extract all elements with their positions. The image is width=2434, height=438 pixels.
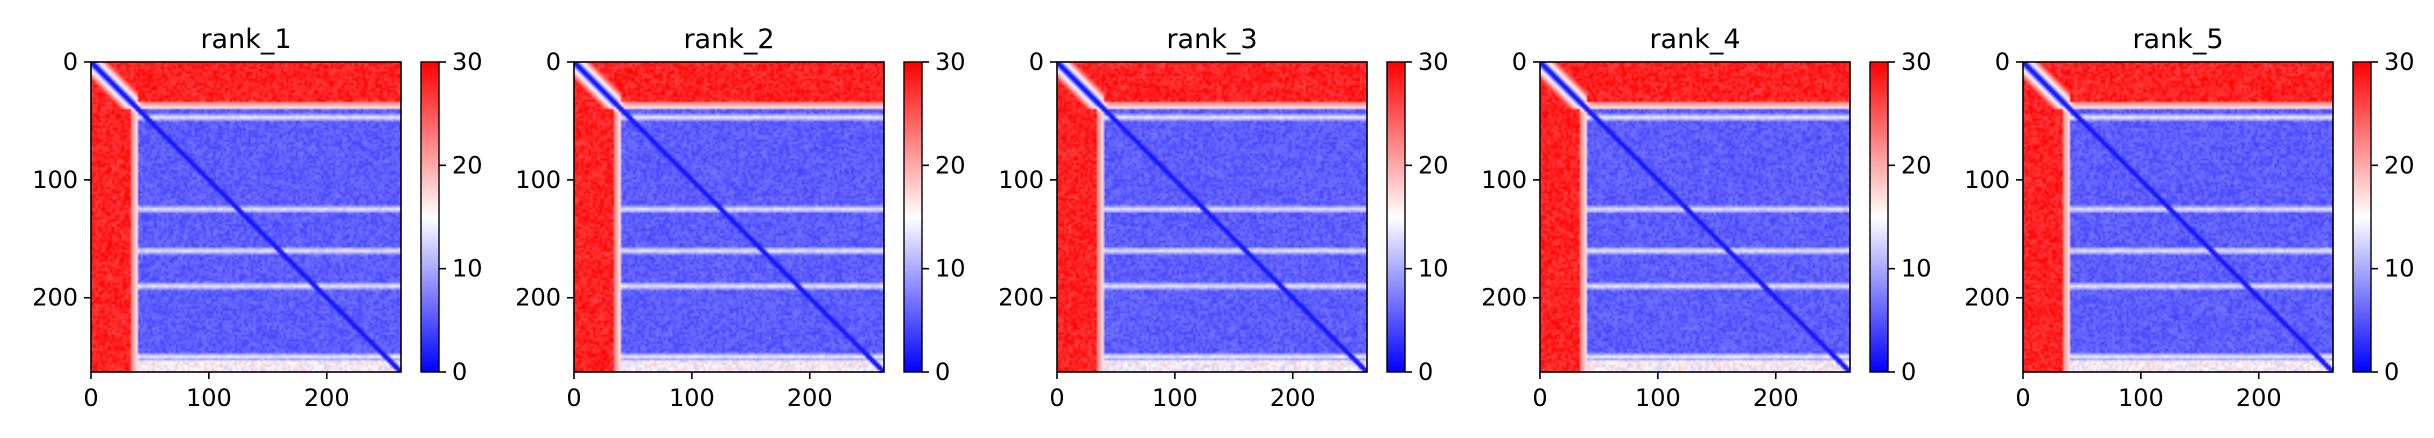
x-tick-label: 200 — [2236, 384, 2282, 412]
colorbar-frame — [2352, 61, 2372, 373]
heatmap-image — [91, 62, 401, 372]
y-tick-label: 200 — [998, 284, 1044, 312]
plot-frame — [2022, 61, 2334, 373]
colorbar-tick-label: 30 — [1418, 48, 1449, 76]
plot-frame — [573, 61, 885, 373]
colorbar-frame — [420, 61, 440, 373]
colorbar — [2353, 62, 2371, 372]
heatmap-image — [574, 62, 884, 372]
panel-4: rank_4 0 100 200 0 100 200 0 10 20 30 — [1481, 24, 1931, 412]
heatmap-image — [1057, 62, 1367, 372]
x-tick-label: 100 — [2118, 384, 2164, 412]
panel-title: rank_4 — [1649, 24, 1740, 55]
y-tick-label: 100 — [515, 166, 561, 194]
x-tick-label: 200 — [787, 384, 833, 412]
panel-title: rank_2 — [683, 24, 774, 55]
panel-3: rank_3 0 100 200 0 100 200 0 10 20 30 — [998, 24, 1448, 412]
colorbar — [421, 62, 439, 372]
y-tick-label: 0 — [1995, 48, 2010, 76]
panel-title: rank_5 — [2132, 24, 2223, 55]
colorbar — [904, 62, 922, 372]
panel-title: rank_3 — [1166, 24, 1257, 55]
x-tick-label: 200 — [1270, 384, 1316, 412]
y-tick-label: 200 — [515, 284, 561, 312]
colorbar-tick-label: 0 — [2384, 358, 2399, 386]
colorbar-tick-label: 10 — [2384, 255, 2415, 283]
y-tick-label: 0 — [1512, 48, 1527, 76]
x-tick-label: 100 — [186, 384, 232, 412]
x-tick-label: 0 — [566, 384, 581, 412]
y-tick-label: 0 — [1029, 48, 1044, 76]
x-tick-label: 100 — [1152, 384, 1198, 412]
x-tick-label: 0 — [1049, 384, 1064, 412]
x-tick-label: 0 — [1532, 384, 1547, 412]
colorbar-tick-label: 0 — [1901, 358, 1916, 386]
colorbar-tick-label: 0 — [935, 358, 950, 386]
colorbar-tick-label: 20 — [1901, 151, 1932, 179]
y-tick-label: 200 — [1964, 284, 2010, 312]
heatmap-image — [1540, 62, 1850, 372]
y-tick-label: 100 — [32, 166, 78, 194]
y-tick-label: 100 — [998, 166, 1044, 194]
y-tick-label: 0 — [63, 48, 78, 76]
colorbar — [1387, 62, 1405, 372]
colorbar-frame — [1386, 61, 1406, 373]
colorbar-tick-label: 20 — [935, 151, 966, 179]
colorbar-tick-label: 10 — [935, 255, 966, 283]
colorbar-tick-label: 30 — [2384, 48, 2415, 76]
panel-title: rank_1 — [200, 24, 291, 55]
colorbar-tick-label: 20 — [452, 151, 483, 179]
y-tick-label: 200 — [32, 284, 78, 312]
colorbar-tick-label: 30 — [452, 48, 483, 76]
panel-1: rank_1 0 100 200 0 100 200 0 10 20 30 — [32, 24, 482, 412]
panel-5: rank_5 0 100 200 0 100 200 0 10 20 30 — [1964, 24, 2414, 412]
panel-2: rank_2 0 100 200 0 100 200 0 10 20 30 — [515, 24, 965, 412]
colorbar-tick-label: 20 — [2384, 151, 2415, 179]
plot-frame — [1056, 61, 1368, 373]
colorbar-tick-label: 20 — [1418, 151, 1449, 179]
y-tick-label: 200 — [1481, 284, 1527, 312]
x-tick-label: 200 — [304, 384, 350, 412]
colorbar-tick-label: 10 — [1418, 255, 1449, 283]
x-tick-label: 0 — [83, 384, 98, 412]
y-tick-label: 100 — [1481, 166, 1527, 194]
plot-frame — [90, 61, 402, 373]
x-tick-label: 0 — [2015, 384, 2030, 412]
colorbar-frame — [903, 61, 923, 373]
x-tick-label: 100 — [1635, 384, 1681, 412]
colorbar-tick-label: 0 — [452, 358, 467, 386]
colorbar-tick-label: 10 — [452, 255, 483, 283]
x-tick-label: 100 — [669, 384, 715, 412]
plot-frame — [1539, 61, 1851, 373]
x-tick-label: 200 — [1753, 384, 1799, 412]
heatmap-image — [2023, 62, 2333, 372]
colorbar-tick-label: 30 — [1901, 48, 1932, 76]
y-tick-label: 0 — [546, 48, 561, 76]
colorbar-tick-label: 10 — [1901, 255, 1932, 283]
y-tick-label: 100 — [1964, 166, 2010, 194]
colorbar-tick-label: 30 — [935, 48, 966, 76]
colorbar-frame — [1869, 61, 1889, 373]
colorbar-tick-label: 0 — [1418, 358, 1433, 386]
colorbar — [1870, 62, 1888, 372]
